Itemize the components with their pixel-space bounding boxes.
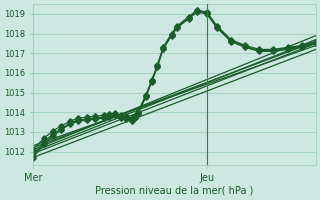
X-axis label: Pression niveau de la mer( hPa ): Pression niveau de la mer( hPa ) bbox=[95, 186, 253, 196]
